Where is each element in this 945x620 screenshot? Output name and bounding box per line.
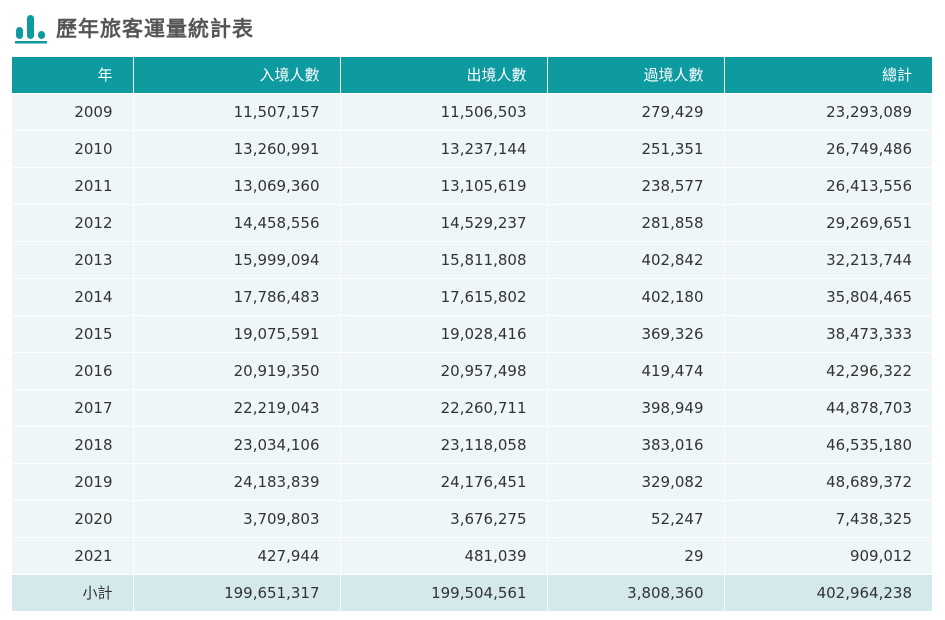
cell-total: 35,804,465 (723, 277, 932, 315)
cell-departures: 13,105,619 (339, 166, 547, 204)
cell-total: 26,413,556 (723, 166, 932, 204)
cell-year: 2014 (12, 277, 133, 315)
cell-arrivals: 13,069,360 (132, 166, 340, 204)
cell-arrivals: 23,034,106 (132, 425, 340, 463)
cell-year: 2021 (12, 536, 133, 574)
cell-year: 2018 (12, 425, 133, 463)
subtotal-departures: 199,504,561 (339, 573, 547, 611)
subtotal-row: 小計 199,651,317 199,504,561 3,808,360 402… (12, 573, 932, 611)
passenger-statistics-table: 年 入境人數 出境人數 過境人數 總計 2009 11,507,157 11,506… (12, 57, 932, 611)
table-row: 2016 20,919,350 20,957,498 419,474 42,296,32… (12, 351, 932, 389)
cell-year: 2010 (12, 129, 133, 167)
cell-transit: 52,247 (546, 499, 724, 537)
cell-transit: 402,842 (546, 240, 724, 278)
cell-transit: 251,351 (546, 129, 724, 167)
table-row: 2009 11,507,157 11,506,503 279,429 23,293,08… (12, 92, 932, 130)
cell-transit: 419,474 (546, 351, 724, 389)
cell-total: 38,473,333 (723, 314, 932, 352)
cell-departures: 22,260,711 (339, 388, 547, 426)
subtotal-label: 小計 (12, 573, 133, 611)
cell-total: 909,012 (723, 536, 932, 574)
table-row: 2017 22,219,043 22,260,711 398,949 44,878,70… (12, 388, 932, 426)
cell-arrivals: 17,786,483 (132, 277, 340, 315)
cell-departures: 17,615,802 (339, 277, 547, 315)
cell-departures: 3,676,275 (339, 499, 547, 537)
cell-arrivals: 24,183,839 (132, 462, 340, 500)
cell-departures: 15,811,808 (339, 240, 547, 278)
cell-arrivals: 427,944 (132, 536, 340, 574)
cell-transit: 398,949 (546, 388, 724, 426)
table-row: 2013 15,999,094 15,811,808 402,842 32,213,74… (12, 240, 932, 278)
cell-transit: 329,082 (546, 462, 724, 500)
column-header-year: 年 (12, 57, 133, 93)
cell-year: 2011 (12, 166, 133, 204)
cell-total: 32,213,744 (723, 240, 932, 278)
table-row: 2014 17,786,483 17,615,802 402,180 35,804,46… (12, 277, 932, 315)
column-header-total: 總計 (723, 57, 932, 93)
cell-transit: 29 (546, 536, 724, 574)
cell-departures: 14,529,237 (339, 203, 547, 241)
cell-transit: 281,858 (546, 203, 724, 241)
table-row: 2018 23,034,106 23,118,058 383,016 46,535,18… (12, 425, 932, 463)
table-row: 2015 19,075,591 19,028,416 369,326 38,473,33… (12, 314, 932, 352)
cell-total: 26,749,486 (723, 129, 932, 167)
cell-year: 2017 (12, 388, 133, 426)
cell-arrivals: 11,507,157 (132, 92, 340, 130)
subtotal-arrivals: 199,651,317 (132, 573, 340, 611)
cell-total: 44,878,703 (723, 388, 932, 426)
cell-arrivals: 14,458,556 (132, 203, 340, 241)
cell-departures: 20,957,498 (339, 351, 547, 389)
cell-transit: 402,180 (546, 277, 724, 315)
cell-year: 2020 (12, 499, 133, 537)
table-row: 2012 14,458,556 14,529,237 281,858 29,269,65… (12, 203, 932, 241)
cell-total: 42,296,322 (723, 351, 932, 389)
cell-arrivals: 22,219,043 (132, 388, 340, 426)
cell-total: 29,269,651 (723, 203, 932, 241)
cell-arrivals: 15,999,094 (132, 240, 340, 278)
cell-year: 2009 (12, 92, 133, 130)
subtotal-total: 402,964,238 (723, 573, 932, 611)
cell-arrivals: 20,919,350 (132, 351, 340, 389)
cell-total: 46,535,180 (723, 425, 932, 463)
subtotal-transit: 3,808,360 (546, 573, 724, 611)
cell-departures: 24,176,451 (339, 462, 547, 500)
cell-departures: 11,506,503 (339, 92, 547, 130)
cell-departures: 23,118,058 (339, 425, 547, 463)
cell-departures: 19,028,416 (339, 314, 547, 352)
cell-arrivals: 13,260,991 (132, 129, 340, 167)
cell-year: 2019 (12, 462, 133, 500)
cell-year: 2016 (12, 351, 133, 389)
table-row: 2020 3,709,803 3,676,275 52,247 7,438,325 (12, 499, 932, 537)
cell-transit: 369,326 (546, 314, 724, 352)
column-header-departures: 出境人數 (339, 57, 547, 93)
table-row: 2021 427,944 481,039 29 909,012 (12, 536, 932, 574)
table-row: 2010 13,260,991 13,237,144 251,351 26,749,48… (12, 129, 932, 167)
column-header-transit: 過境人數 (546, 57, 724, 93)
cell-total: 7,438,325 (723, 499, 932, 537)
cell-arrivals: 3,709,803 (132, 499, 340, 537)
bar-chart-icon (14, 11, 48, 45)
cell-transit: 238,577 (546, 166, 724, 204)
table-row: 2011 13,069,360 13,105,619 238,577 26,413,55… (12, 166, 932, 204)
column-header-arrivals: 入境人數 (132, 57, 340, 93)
cell-year: 2012 (12, 203, 133, 241)
cell-year: 2013 (12, 240, 133, 278)
table-header-row: 年 入境人數 出境人數 過境人數 總計 (12, 57, 932, 93)
cell-year: 2015 (12, 314, 133, 352)
cell-departures: 13,237,144 (339, 129, 547, 167)
cell-total: 48,689,372 (723, 462, 932, 500)
table-row: 2019 24,183,839 24,176,451 329,082 48,689,37… (12, 462, 932, 500)
page-title: 歷年旅客運量統計表 (56, 17, 254, 41)
cell-transit: 279,429 (546, 92, 724, 130)
cell-total: 23,293,089 (723, 92, 932, 130)
page-header: 歷年旅客運量統計表 (14, 10, 254, 46)
cell-departures: 481,039 (339, 536, 547, 574)
cell-arrivals: 19,075,591 (132, 314, 340, 352)
cell-transit: 383,016 (546, 425, 724, 463)
table-body: 2009 11,507,157 11,506,503 279,429 23,293,08… (12, 92, 932, 611)
